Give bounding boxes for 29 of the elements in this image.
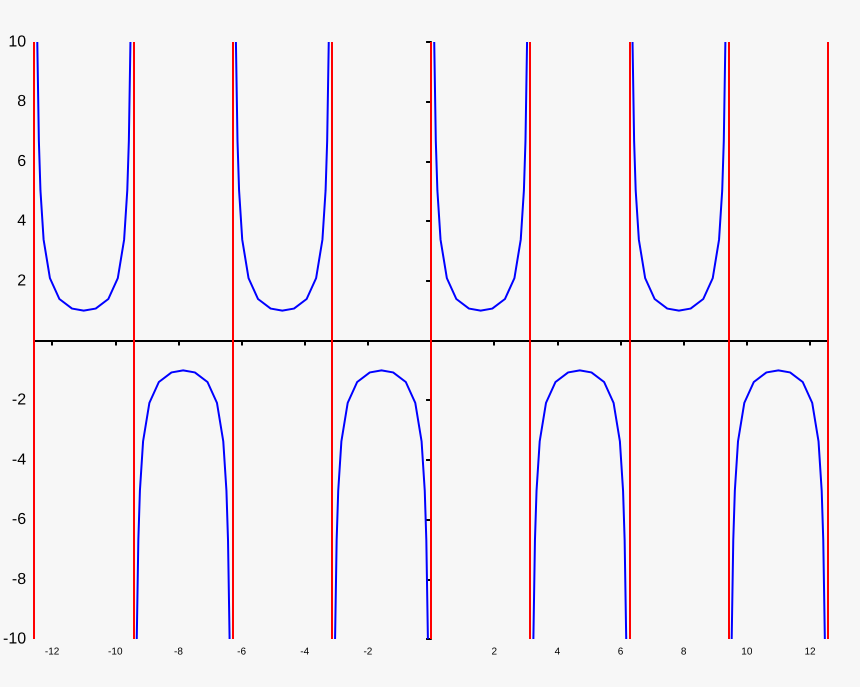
x-tick-label: 4 xyxy=(554,646,561,658)
y-tick-label: 4 xyxy=(17,212,26,230)
line-series xyxy=(532,369,628,640)
line-series xyxy=(632,41,726,312)
y-tick-label: 8 xyxy=(17,93,26,110)
line-series xyxy=(234,41,330,312)
y-tick-label: 10 xyxy=(8,34,26,50)
x-tick-label: -12 xyxy=(44,646,60,658)
line-series xyxy=(730,369,826,640)
x-tick-label: 12 xyxy=(804,646,816,658)
x-tick-label: -10 xyxy=(108,646,123,658)
y-tick-label: -4 xyxy=(12,451,26,468)
x-tick-label: -6 xyxy=(237,646,246,658)
x-tick-label: -2 xyxy=(363,646,373,658)
line-series xyxy=(334,369,429,640)
line-series xyxy=(36,41,132,312)
y-tick-label: 6 xyxy=(17,152,26,170)
x-tick-label: -8 xyxy=(174,646,184,658)
x-tick-label: 6 xyxy=(618,646,624,658)
x-tick-label: 10 xyxy=(741,646,753,658)
y-tick-label: -2 xyxy=(12,392,26,409)
line-series xyxy=(136,369,231,640)
y-tick-label: 2 xyxy=(17,272,26,290)
y-tick-label: -6 xyxy=(12,511,26,528)
x-tick-label: 2 xyxy=(491,646,498,658)
y-tick-label: -8 xyxy=(12,570,26,588)
x-tick-label: -4 xyxy=(300,646,310,658)
line-series xyxy=(433,41,528,312)
x-tick-label: 8 xyxy=(680,646,687,658)
